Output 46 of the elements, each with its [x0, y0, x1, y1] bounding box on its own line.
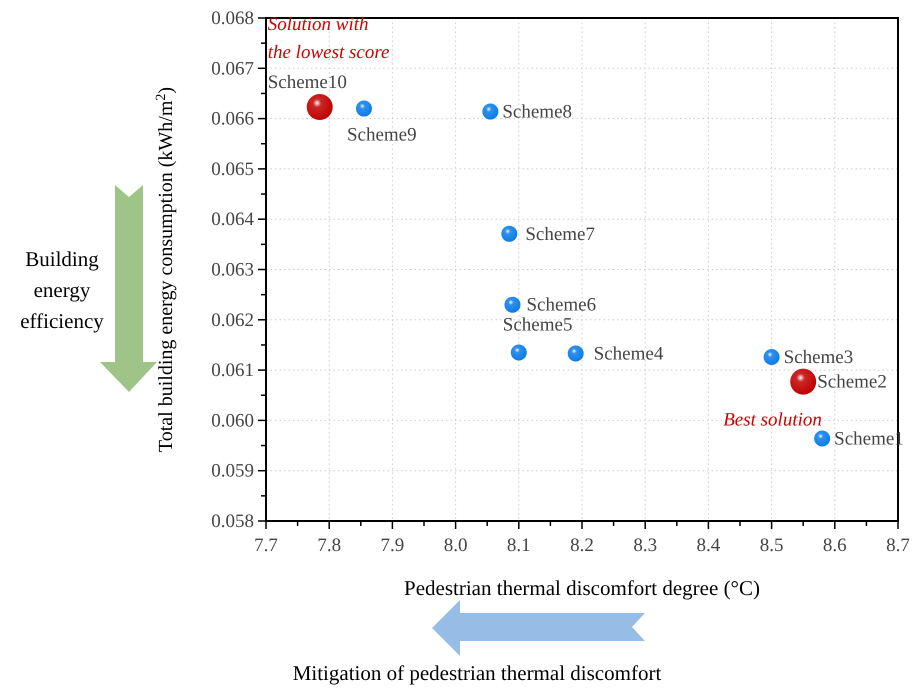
y-tick-label: 0.062 — [211, 310, 254, 331]
x-tick-label: 8.3 — [633, 535, 658, 556]
x-tick-label: 7.7 — [254, 535, 278, 556]
point — [306, 94, 333, 120]
y-tick-label: 0.064 — [211, 209, 254, 230]
annotation: Scheme6 — [526, 294, 596, 316]
x-tick-label: 8.5 — [760, 535, 784, 556]
y-tick-label: 0.059 — [211, 460, 254, 482]
point — [510, 344, 527, 360]
x-tick-label: 8.0 — [444, 535, 468, 556]
y-tick-label: 0.060 — [211, 410, 254, 432]
annotation: Solution with the lowest score — [268, 14, 390, 64]
annotation: Scheme4 — [594, 344, 664, 364]
text: Mitigation of pedestrian thermal discomfort — [292, 661, 662, 685]
annotation: Scheme9 — [346, 124, 417, 146]
annotation: Scheme2 — [817, 372, 887, 393]
x-axis-title: Pedestrian thermal discomfort degree (°C) — [404, 576, 760, 600]
point — [764, 349, 780, 366]
y-tick-label: 0.065 — [211, 158, 254, 180]
annotation: Scheme5 — [502, 314, 572, 336]
text: Building energy efficiency — [20, 247, 104, 333]
x-tick-label: 8.4 — [696, 535, 721, 556]
point — [568, 346, 584, 362]
y-tick-label: 0.068 — [211, 8, 254, 29]
x-tick-label: 8.7 — [886, 535, 910, 556]
point — [356, 100, 372, 117]
y-tick-label: 0.061 — [211, 360, 254, 382]
x-tick-label: 8.1 — [506, 535, 531, 556]
x-tick-label: 7.9 — [380, 535, 404, 556]
y-tick-label: 0.063 — [211, 260, 254, 280]
annotation: Scheme3 — [784, 347, 854, 368]
annotation: Best solution — [723, 410, 822, 431]
annotation: Scheme7 — [525, 224, 595, 245]
x-tick-label: 7.8 — [317, 535, 342, 556]
point — [504, 296, 520, 313]
annotation: Scheme8 — [502, 102, 572, 123]
y-tick-label: 0.058 — [211, 511, 254, 532]
point — [482, 104, 498, 120]
y-tick-label: 0.067 — [211, 58, 254, 80]
annotation: Scheme10 — [268, 72, 347, 94]
point — [501, 226, 518, 242]
y-tick-label: 0.066 — [211, 108, 254, 130]
x-tick-label: 8.6 — [822, 535, 847, 556]
x-tick-label: 8.2 — [570, 535, 594, 556]
point — [814, 430, 830, 447]
point — [790, 368, 816, 395]
